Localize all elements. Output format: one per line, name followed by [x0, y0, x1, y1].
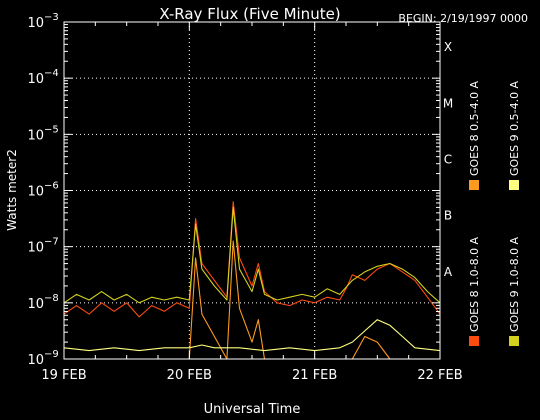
y-tick-label: 10	[27, 16, 44, 31]
flare-class-label: X	[444, 40, 452, 54]
legend-label: GOES 8 1.0-8.0 A	[468, 236, 481, 332]
x-axis-label: Universal Time	[204, 402, 301, 417]
x-tick-label: 22 FEB	[417, 368, 462, 383]
legend-swatch	[509, 336, 519, 346]
legend-swatch	[469, 180, 479, 190]
y-tick-label: 10	[27, 241, 44, 256]
legend-label: GOES 8 0.5-4.0 A	[468, 80, 481, 176]
flare-class-label: B	[444, 209, 452, 223]
y-tick-exponent: −6	[44, 181, 59, 192]
legend-label: GOES 9 0.5-4.0 A	[508, 80, 521, 176]
y-tick-label: 10	[27, 128, 44, 143]
legend-swatch	[509, 180, 519, 190]
begin-date-label: BEGIN: 2/19/1997 0000	[398, 12, 528, 25]
flare-class-label: A	[444, 265, 453, 279]
flare-class-label: C	[444, 153, 452, 167]
flare-class-label: M	[443, 96, 453, 110]
x-tick-label: 21 FEB	[292, 368, 337, 383]
y-axis-label: Watts meter2	[5, 149, 19, 231]
series-line	[63, 319, 441, 352]
chart-title: X-Ray Flux (Five Minute)	[159, 5, 340, 23]
y-tick-label: 10	[27, 353, 44, 368]
legend-swatch	[469, 336, 479, 346]
series-line	[63, 206, 441, 304]
y-tick-exponent: −5	[44, 124, 59, 135]
y-tick-exponent: −4	[44, 68, 59, 79]
y-tick-exponent: −3	[44, 12, 59, 23]
y-tick-exponent: −9	[44, 349, 59, 360]
y-tick-label: 10	[27, 297, 44, 312]
x-tick-label: 19 FEB	[41, 368, 86, 383]
y-tick-exponent: −8	[44, 293, 59, 304]
x-tick-label: 20 FEB	[167, 368, 212, 383]
legend-label: GOES 9 1.0-8.0 A	[508, 236, 521, 332]
y-tick-exponent: −7	[44, 237, 59, 248]
series-line	[188, 240, 403, 360]
y-tick-label: 10	[27, 72, 44, 87]
series-line	[63, 201, 441, 318]
y-tick-label: 10	[27, 185, 44, 200]
